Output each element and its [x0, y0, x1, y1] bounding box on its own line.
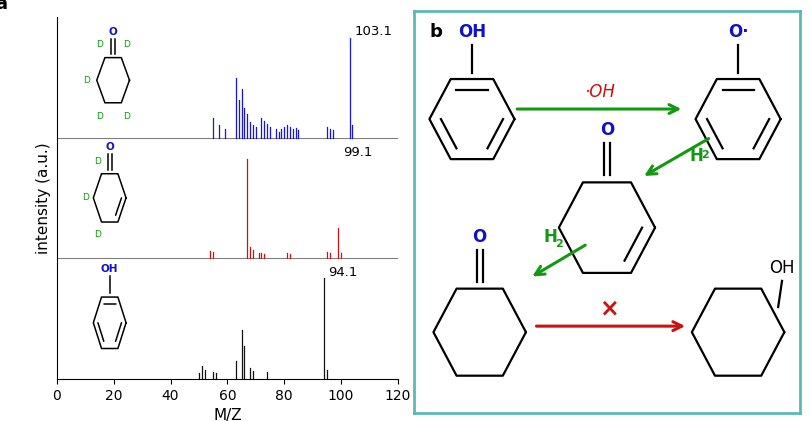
Text: OH: OH: [457, 23, 486, 41]
Text: O: O: [472, 228, 487, 246]
Text: D: D: [97, 40, 103, 48]
Text: b: b: [429, 23, 442, 40]
Text: O: O: [109, 27, 118, 37]
Text: OH: OH: [101, 264, 118, 274]
Text: D: D: [84, 76, 90, 85]
Text: ×: ×: [599, 297, 618, 321]
Y-axis label: intensity (a.u.): intensity (a.u.): [36, 142, 51, 254]
Text: O: O: [105, 142, 114, 152]
Text: D: D: [122, 40, 130, 48]
Text: 2: 2: [701, 150, 708, 160]
Text: ·OH: ·OH: [583, 83, 614, 101]
Text: 94.1: 94.1: [328, 266, 358, 279]
Text: a: a: [0, 0, 7, 13]
X-axis label: M/Z: M/Z: [212, 408, 242, 421]
Text: D: D: [94, 157, 101, 166]
Text: OH: OH: [768, 259, 794, 277]
Text: 2: 2: [554, 239, 562, 249]
Text: D: D: [122, 112, 130, 121]
Text: O: O: [599, 121, 613, 139]
Text: O·: O·: [727, 23, 748, 41]
Text: 103.1: 103.1: [354, 25, 392, 38]
Text: H: H: [689, 147, 703, 165]
Text: D: D: [94, 229, 101, 239]
Text: H: H: [543, 228, 556, 246]
Text: 99.1: 99.1: [342, 146, 371, 159]
Text: D: D: [97, 112, 103, 121]
Text: D: D: [82, 193, 88, 203]
